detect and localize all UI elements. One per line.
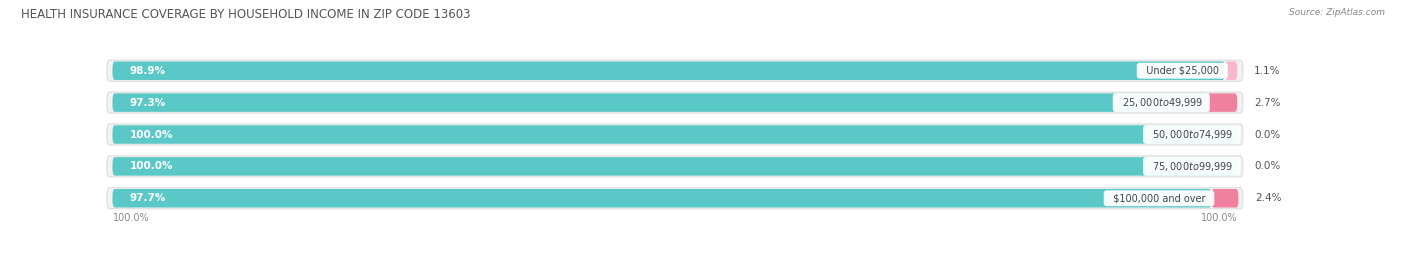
Text: 2.4%: 2.4%	[1256, 193, 1282, 203]
Text: HEALTH INSURANCE COVERAGE BY HOUSEHOLD INCOME IN ZIP CODE 13603: HEALTH INSURANCE COVERAGE BY HOUSEHOLD I…	[21, 8, 471, 21]
Text: 100.0%: 100.0%	[1201, 213, 1237, 223]
FancyBboxPatch shape	[107, 188, 1243, 209]
FancyBboxPatch shape	[107, 156, 1243, 177]
Text: 0.0%: 0.0%	[1254, 129, 1281, 140]
Text: 97.3%: 97.3%	[129, 98, 166, 108]
Text: Source: ZipAtlas.com: Source: ZipAtlas.com	[1289, 8, 1385, 17]
Text: 1.1%: 1.1%	[1254, 66, 1281, 76]
FancyBboxPatch shape	[112, 125, 1237, 144]
Text: Under $25,000: Under $25,000	[1140, 66, 1225, 76]
FancyBboxPatch shape	[107, 60, 1243, 81]
Text: 0.0%: 0.0%	[1254, 161, 1281, 171]
FancyBboxPatch shape	[112, 93, 1206, 112]
Text: 97.7%: 97.7%	[129, 193, 166, 203]
FancyBboxPatch shape	[107, 124, 1243, 145]
Text: $50,000 to $74,999: $50,000 to $74,999	[1146, 128, 1237, 141]
FancyBboxPatch shape	[1212, 189, 1239, 207]
Text: 100.0%: 100.0%	[129, 129, 173, 140]
FancyBboxPatch shape	[107, 92, 1243, 113]
Text: 100.0%: 100.0%	[112, 213, 149, 223]
FancyBboxPatch shape	[112, 62, 1225, 80]
FancyBboxPatch shape	[1206, 93, 1237, 112]
FancyBboxPatch shape	[112, 189, 1212, 207]
Text: 98.9%: 98.9%	[129, 66, 166, 76]
FancyBboxPatch shape	[1225, 62, 1237, 80]
FancyBboxPatch shape	[112, 157, 1237, 176]
Text: 100.0%: 100.0%	[129, 161, 173, 171]
Text: 2.7%: 2.7%	[1254, 98, 1281, 108]
Text: $100,000 and over: $100,000 and over	[1107, 193, 1212, 203]
Text: $25,000 to $49,999: $25,000 to $49,999	[1116, 96, 1206, 109]
Text: $75,000 to $99,999: $75,000 to $99,999	[1146, 160, 1237, 173]
